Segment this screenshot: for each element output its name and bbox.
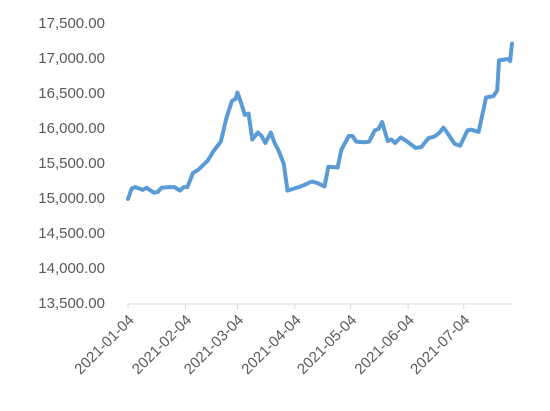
- y-tick-label: 15,000.00: [38, 190, 105, 207]
- y-tick-label: 15,500.00: [38, 155, 105, 172]
- line-series: [126, 41, 514, 201]
- x-tick-label: 2021-05-04: [294, 312, 360, 378]
- y-tick-label: 17,500.00: [38, 15, 105, 32]
- x-tick-label: 2021-01-04: [71, 312, 137, 378]
- y-tick-label: 14,500.00: [38, 225, 105, 242]
- y-tick-label: 14,000.00: [38, 260, 105, 277]
- y-tick-label: 16,500.00: [38, 85, 105, 102]
- x-tick-label: 2021-07-04: [407, 312, 473, 378]
- y-tick-label: 13,500.00: [38, 295, 105, 312]
- y-tick-label: 17,000.00: [38, 50, 105, 67]
- y-tick-label: 16,000.00: [38, 120, 105, 137]
